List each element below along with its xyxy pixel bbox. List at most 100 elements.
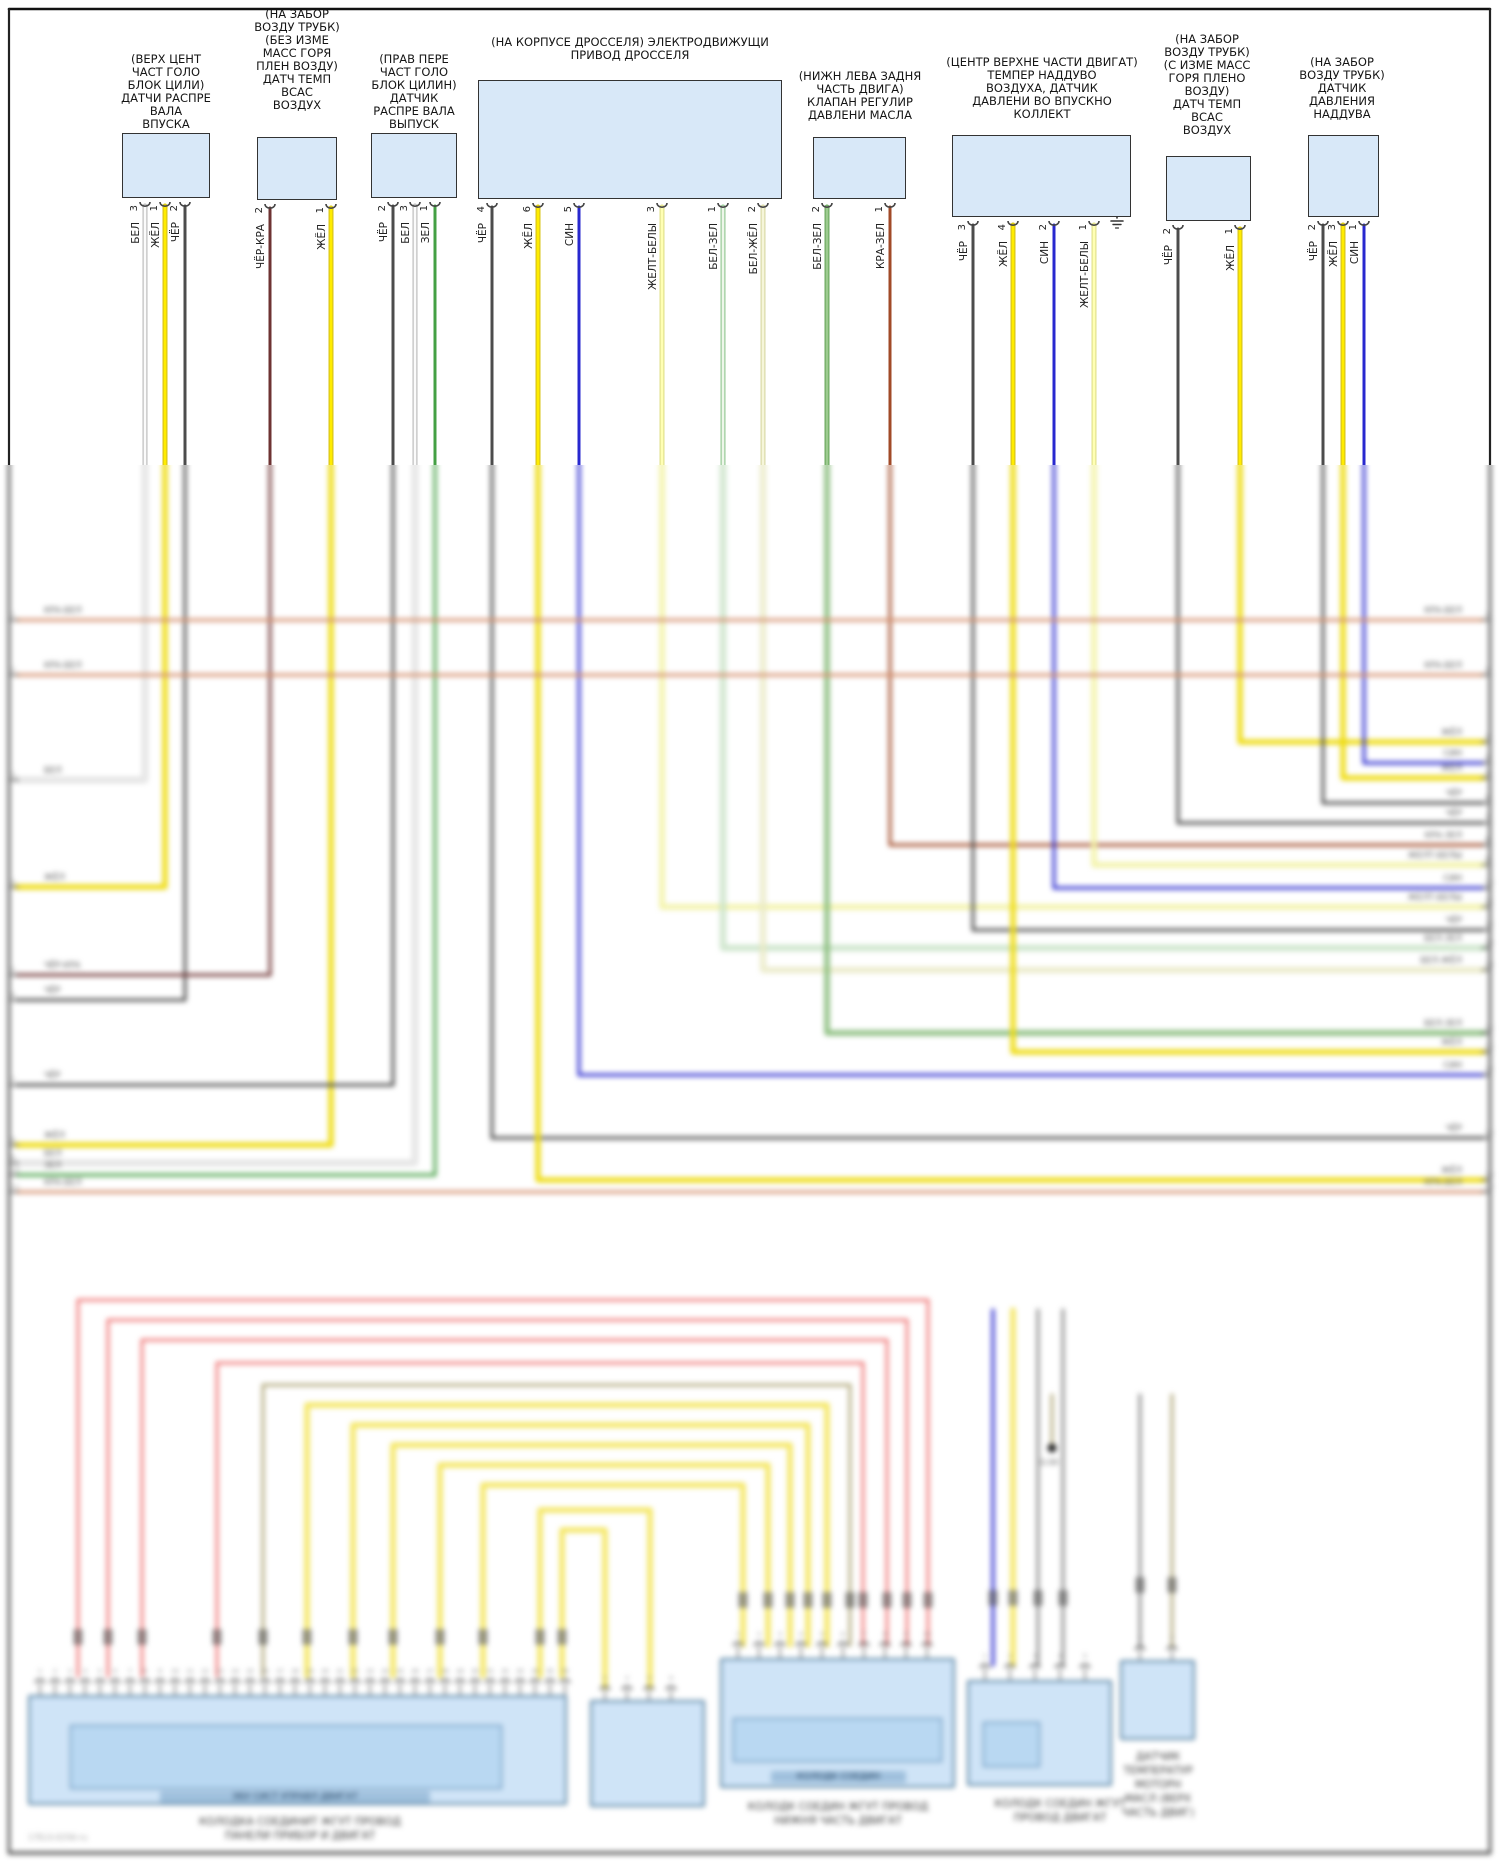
pin-number: 1 <box>1224 228 1235 235</box>
edge-wire-number: 4 <box>1485 754 1490 762</box>
wire-color-label: ЖЁЛ <box>998 241 1010 267</box>
inline-connector-icon <box>1058 1590 1063 1606</box>
edge-wire-label: ЖЕЛТ-БЕЛЫ <box>1407 893 1462 903</box>
terminal-cup-icon <box>34 1678 46 1684</box>
edge-wire-label: ЧЁР <box>44 1071 61 1081</box>
connector-pin-number: 3 <box>1033 1654 1037 1660</box>
inline-connector-icon <box>768 1592 773 1608</box>
terminal-cup-icon <box>1088 220 1100 226</box>
inline-connector-icon <box>1038 1590 1043 1606</box>
terminal-cup-icon <box>179 201 191 207</box>
connector-pin-number: 17 <box>276 1669 284 1675</box>
wire-color-label: ЧЁР-КРА <box>255 224 267 269</box>
connector-pin-number: 36 <box>561 1669 569 1675</box>
component-box-throttle-actuator <box>478 80 782 199</box>
component-title-line: ДАВЛЕНИ МАСЛА <box>808 108 912 122</box>
component-title-line: ЧАСТ ГОЛО <box>131 65 201 79</box>
wire <box>1052 465 1486 890</box>
terminal-cup-icon <box>454 1678 466 1684</box>
component-title-oil-pressure-valve: (НИЖН ЛЕВА ЗАДНЯ ЧАСТЬ ДВИГА) КЛАПАН РЕГУЛ… <box>775 70 945 122</box>
component-title-line: (ПРАВ ПЕРЕ <box>379 52 449 66</box>
component-title-map-iat-sensor: (ЦЕНТР ВЕРХНЕ ЧАСТИ ДВИГАТ) ТЕМПЕР НАДДУВ… <box>932 56 1152 121</box>
connector-pin-number: 28 <box>441 1669 449 1675</box>
component-title-line: ДАТЧИК <box>389 91 439 105</box>
inline-connector-icon <box>1135 1577 1140 1593</box>
connector-pin-number: 5 <box>98 1669 102 1675</box>
component-title-line: ДАВЛЕНИ ВО ВПУСКНО <box>972 94 1112 108</box>
caption-line: ПРОВОД ДВИГАТ <box>1013 1812 1107 1824</box>
terminal-cup-icon <box>879 1641 891 1647</box>
wire <box>305 1403 829 1678</box>
connector-pin-number: 9 <box>904 1632 908 1638</box>
wire <box>490 465 1486 1140</box>
wire <box>761 205 765 465</box>
terminal-cup-icon <box>816 1641 828 1647</box>
component-title-iat-sensor-1: (НА ЗАБОР ВОЗДУ ТРУБК) (БЕЗ ИЗМЕ МАСС ГОРЯ П… <box>232 8 362 112</box>
inline-connector-icon <box>108 1629 113 1645</box>
edge-wire-label: БЕЛ-ЗЕЛ <box>1424 934 1462 944</box>
wire-color-label: ЖЕЛТ-БЕЛЫ <box>647 223 659 291</box>
wire <box>481 1483 745 1678</box>
wire <box>761 465 1486 972</box>
terminal-cup-icon <box>159 201 171 207</box>
wire-color-label: ЖЕЛТ-БЕЛЫ <box>1079 241 1091 309</box>
terminal-cup-icon <box>599 1685 611 1691</box>
connector-pin-number: 26 <box>411 1669 419 1675</box>
edge-wire-label: ЖЁЛ <box>44 873 65 883</box>
component-box-map-iat-sensor <box>952 135 1131 217</box>
connector-pin-number: 9 <box>158 1669 162 1675</box>
pin-number: 1 <box>149 205 160 212</box>
inline-connector-icon <box>478 1629 483 1645</box>
component-box-iat-sensor-2 <box>1166 156 1251 221</box>
wire <box>1362 465 1486 765</box>
terminal-cup-icon <box>1358 220 1370 226</box>
terminal-cup-icon <box>529 1678 541 1684</box>
wire <box>1092 465 1486 867</box>
wire-color-label: ЖЁЛ <box>150 222 162 248</box>
pin-number: 2 <box>747 206 758 213</box>
wire <box>1176 465 1486 825</box>
inline-connector-icon <box>557 1629 562 1645</box>
wire <box>351 1423 810 1678</box>
terminal-cup-icon <box>319 1678 331 1684</box>
wire <box>106 1318 909 1678</box>
component-title-line: ГОРЯ ПЛЕНО <box>1168 71 1246 85</box>
inline-connector-icon <box>882 1592 887 1608</box>
wire-color-label: ЧЁР <box>477 223 489 244</box>
wire <box>1321 465 1486 805</box>
inline-connector-icon <box>78 1629 83 1645</box>
edge-wire-number: 1 <box>1485 611 1490 619</box>
pin-number: 2 <box>377 205 388 212</box>
pin-number: 1 <box>707 206 718 213</box>
terminal-cup-icon <box>665 1685 677 1691</box>
terminal-cup-icon <box>717 202 729 208</box>
inline-connector-icon <box>302 1629 307 1645</box>
wire <box>391 1443 792 1678</box>
component-title-line: КЛАПАН РЕГУЛИР <box>807 95 913 109</box>
terminal-cup-icon <box>1172 224 1184 230</box>
component-title-line: (ВЕРХ ЦЕНТ <box>131 52 201 66</box>
terminal-cup-icon <box>124 1678 136 1684</box>
component-box-cam-exhaust-sensor <box>371 133 457 198</box>
wire-color-label: БЕЛ-ЗЕЛ <box>708 223 720 270</box>
pin-number: 6 <box>522 206 533 213</box>
component-box-boost-pressure-sensor <box>1308 135 1379 217</box>
component-title-cam-intake-sensor: (ВЕРХ ЦЕНТ ЧАСТ ГОЛО БЛОК ЦИЛИ) ДАТЧИ РАСПР… <box>101 53 231 131</box>
wire <box>888 205 892 465</box>
component-title-line: (ЦЕНТР ВЕРХНЕ ЧАСТИ ДВИГАТ) <box>946 55 1138 69</box>
connector-inner-box <box>70 1725 502 1789</box>
component-title-line: ПРИВОД ДРОССЕЛЯ <box>570 48 690 62</box>
inline-connector-icon <box>907 1592 912 1608</box>
component-title-line: (БЕЗ ИЗМЕ <box>265 33 329 47</box>
terminal-cup-icon <box>656 202 668 208</box>
component-title-line: БЛОК ЦИЛИ) <box>127 78 205 92</box>
edge-wire-label: ЧЁР <box>1445 916 1462 926</box>
terminal-cup-icon <box>979 1663 991 1669</box>
pin-number: 2 <box>1162 228 1173 235</box>
wire <box>76 1298 930 1678</box>
component-title-line: КОЛЛЕКТ <box>1013 107 1071 121</box>
connector-pin-number: 6 <box>113 1669 117 1675</box>
wire <box>140 1338 889 1678</box>
